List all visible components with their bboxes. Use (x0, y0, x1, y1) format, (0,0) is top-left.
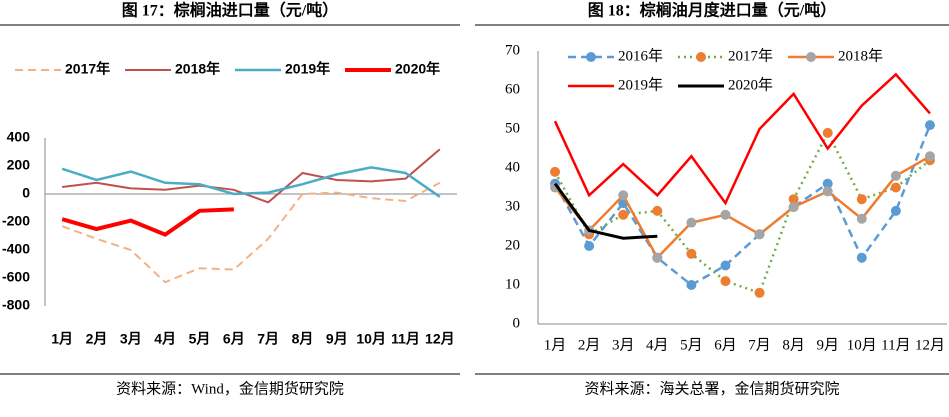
data-point (754, 229, 765, 240)
y-tick-label: 50 (505, 120, 520, 136)
data-point (890, 170, 901, 181)
series-line (553, 124, 932, 287)
x-tick-label: 3月 (612, 337, 635, 353)
data-point (652, 252, 663, 263)
data-point (720, 260, 731, 271)
y-tick-label: 10 (505, 276, 520, 292)
data-point (754, 287, 765, 298)
x-tick-label: 8月 (292, 331, 314, 347)
data-point (788, 194, 799, 205)
chart-right: 图 18：棕榈油月度进口量（元/吨） 资料来源：海关总署，金信期货研究院 0 10 20… (475, 1, 949, 397)
legend-label: 2018年 (838, 47, 883, 64)
legend-label: 2017年 (728, 47, 773, 64)
data-point (822, 178, 833, 189)
data-point (856, 213, 867, 224)
data-point (856, 252, 867, 263)
data-point (924, 120, 935, 131)
data-point (720, 209, 731, 220)
x-tick-label: 11月 (881, 337, 910, 353)
y-tick-label: 70 (505, 42, 520, 58)
x-tick-label: 4月 (154, 331, 176, 347)
x-tick-label: 7月 (748, 337, 771, 353)
y-tick-label: -200 (2, 213, 30, 229)
y-tick-label: -600 (2, 269, 30, 285)
data-point (686, 217, 697, 228)
data-point (856, 194, 867, 205)
series-line (62, 148, 441, 204)
source: 资料来源：海关总署，金信期货研究院 (584, 379, 839, 397)
legend-label: 2020年 (395, 61, 440, 77)
series-line (61, 181, 441, 284)
x-tick-label: 1月 (51, 331, 73, 347)
x-tick-label: 11月 (391, 331, 420, 347)
x-tick-label: 4月 (646, 337, 669, 353)
legend-label: 2016年 (618, 47, 663, 64)
x-tick-label: 6月 (223, 331, 245, 347)
x-tick-label: 1月 (544, 337, 567, 353)
series-line (554, 155, 931, 260)
x-tick-label: 10月 (847, 337, 877, 353)
y-tick-label: 30 (505, 198, 520, 214)
legend-label: 2019年 (618, 76, 663, 93)
y-tick-label: 40 (505, 159, 520, 175)
data-point (584, 241, 595, 251)
y-tick-label: 200 (7, 157, 31, 173)
data-point (822, 127, 833, 138)
data-point (788, 202, 799, 212)
chart-left: 图 17：棕榈油进口量（元/吨） 资料来源：Wind，金信期货研究院 400 200 0… (0, 1, 460, 397)
chart-title: 图 17：棕榈油进口量（元/吨） (122, 1, 338, 20)
data-point (618, 209, 629, 220)
data-point (720, 276, 731, 287)
y-tick-label: 60 (505, 81, 520, 97)
x-tick-label: 3月 (120, 331, 142, 347)
legend-marker (586, 52, 596, 62)
legend-label: 2019年 (285, 61, 330, 77)
x-tick-label: 5月 (189, 331, 211, 347)
series-line (61, 207, 234, 237)
legend-marker (696, 52, 706, 62)
series-line (61, 166, 441, 198)
series-line (553, 130, 931, 295)
series-line (553, 182, 658, 240)
chart-title: 图 18：棕榈油月度进口量（元/吨） (588, 1, 836, 20)
x-tick-label: 9月 (326, 331, 348, 347)
data-point (890, 205, 901, 216)
x-tick-label: 2月 (578, 337, 601, 353)
legend-label: 2020年 (728, 76, 773, 93)
legend-label: 2018年 (175, 61, 220, 77)
x-tick-label: 2月 (86, 331, 108, 347)
data-point (686, 280, 697, 290)
y-tick-label: -800 (2, 297, 30, 313)
data-point (890, 182, 901, 193)
x-tick-label: 9月 (816, 337, 839, 353)
x-tick-label: 6月 (714, 337, 737, 353)
x-tick-label: 12月 (915, 337, 945, 353)
y-tick-label: 0 (22, 185, 30, 201)
data-point (822, 186, 833, 197)
data-point (924, 151, 935, 162)
x-tick-label: 5月 (680, 337, 703, 353)
data-point (618, 190, 629, 201)
y-tick-label: 0 (513, 315, 521, 331)
x-tick-label: 12月 (425, 331, 455, 347)
data-point (550, 166, 561, 177)
y-tick-label: 20 (505, 237, 520, 253)
data-point (652, 205, 663, 216)
series-line (553, 72, 931, 206)
source: 资料来源：Wind，金信期货研究院 (116, 379, 344, 397)
x-tick-label: 10月 (356, 331, 386, 347)
y-tick-label: -400 (2, 241, 30, 257)
y-tick-label: 400 (7, 129, 31, 145)
x-tick-label: 8月 (782, 337, 805, 353)
legend-label: 2017年 (65, 61, 110, 77)
data-point (686, 248, 697, 259)
legend-marker (806, 52, 816, 62)
x-tick-label: 7月 (257, 331, 279, 347)
